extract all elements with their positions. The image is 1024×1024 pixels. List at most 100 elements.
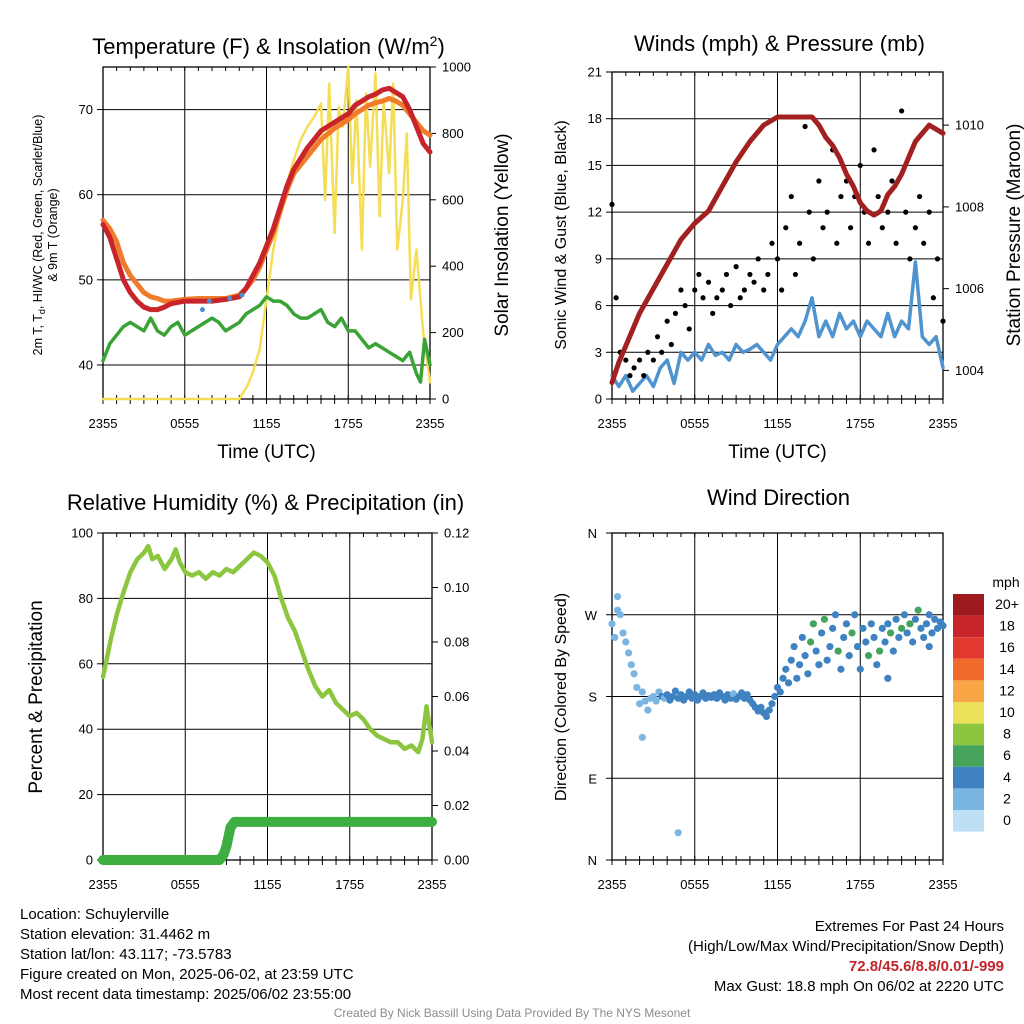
speed-legend: mph 20+ 18 16 14 12 10 8 6 4 2 0 <box>953 574 1020 832</box>
wind-direction-point <box>925 611 933 619</box>
x-tick-label: 1155 <box>764 416 792 431</box>
gust-point <box>871 147 877 153</box>
heat-index-point <box>206 298 212 304</box>
y-tick-label: 40 <box>79 722 93 737</box>
wind-direction-point <box>691 691 699 699</box>
legend-swatch <box>953 723 984 746</box>
temperature-panel: 2355 0555 1155 1755 2355 40 50 60 70 0 200 400 600 80… <box>79 60 471 432</box>
wind-direction-point <box>784 679 793 687</box>
extremes-subtitle: (High/Low/Max Wind/Precipitation/Snow De… <box>688 938 1004 955</box>
wind-direction-point <box>878 624 886 632</box>
wind-direction-point <box>933 624 942 632</box>
relative-humidity-line <box>100 543 435 755</box>
x-tick-label: 1155 <box>254 877 282 892</box>
wind-direction-point <box>820 615 828 623</box>
wind-direction-point <box>762 712 771 721</box>
chart-title: Winds (mph) & Pressure (mb) <box>634 31 925 56</box>
y-tick-label: 60 <box>79 187 93 202</box>
y-tick-label: W <box>585 608 598 623</box>
wind-direction-point <box>798 633 806 642</box>
wind-direction-point <box>633 683 641 692</box>
y-tick-label: 70 <box>79 102 93 117</box>
legend-swatch <box>953 788 984 810</box>
precipitation-line <box>98 816 437 865</box>
wind-direction-point <box>898 624 906 632</box>
y-right-tick-label: 1006 <box>955 281 984 296</box>
wind-direction-point <box>674 829 682 837</box>
wind-direction-point <box>652 697 660 705</box>
wind-direction-point <box>641 697 649 705</box>
y-right-tick-label: 1008 <box>955 199 984 214</box>
gust-point <box>733 264 739 270</box>
wind-direction-point <box>875 647 884 655</box>
extremes-title: Extremes For Past 24 Hours <box>814 918 1004 935</box>
wind-direction-point <box>790 642 798 651</box>
x-tick-label: 2355 <box>89 416 118 431</box>
wind-direction-point <box>630 670 638 678</box>
y-right-tick-label: 800 <box>442 126 464 141</box>
y-axis-label-left: 2m T, Td, HI/WC (Red, Green, Scarlet/Blu… <box>31 115 47 356</box>
wind-direction-point <box>818 629 826 637</box>
chart-title: Relative Humidity (%) & Precipitation (i… <box>67 490 464 515</box>
gust-point <box>761 287 767 293</box>
y-tick-label: 3 <box>595 345 602 360</box>
gust-point <box>765 271 771 278</box>
y-tick-label: 15 <box>588 158 602 173</box>
wind-direction-point <box>782 665 790 673</box>
gust-point <box>774 256 781 262</box>
y-axis-label-left: Sonic Wind & Gust (Blue, Black) <box>553 120 570 349</box>
gust-point <box>889 178 895 184</box>
pressure-line <box>609 114 946 386</box>
gust-point <box>686 326 692 332</box>
chart-title: Wind Direction <box>707 485 850 510</box>
recent-data-text: Most recent data timestamp: 2025/06/02 2… <box>20 986 352 1003</box>
gust-point <box>737 295 743 301</box>
wind-direction-point <box>611 633 619 642</box>
gust-point <box>806 209 812 215</box>
wind-direction-point <box>826 642 834 651</box>
extremes-info: Extremes For Past 24 Hours (High/Low/Max… <box>688 917 1004 997</box>
wind-direction-point <box>815 661 823 669</box>
gust-point <box>668 341 674 348</box>
wind-direction-point <box>892 615 900 623</box>
y-right-tick-label: 600 <box>442 192 464 207</box>
gust-point <box>816 178 822 184</box>
wind-direction-point <box>809 620 817 628</box>
wind-direction-point <box>914 606 922 614</box>
credit-text: Created By Nick Bassill Using Data Provi… <box>333 1006 691 1020</box>
y-tick-label: N <box>588 853 597 868</box>
gust-point <box>747 271 753 278</box>
wind-direction-point <box>638 688 646 696</box>
gust-point <box>659 349 665 355</box>
gust-point <box>769 240 775 246</box>
legend-swatch <box>953 702 984 724</box>
wind-direction-point <box>851 611 859 619</box>
max-gust-text: Max Gust: 18.8 mph On 06/02 at 2220 UTC <box>713 978 1004 995</box>
wind-direction-point <box>619 629 627 637</box>
gust-point <box>792 271 799 278</box>
wind-direction-point <box>922 620 931 628</box>
gust-point <box>907 256 913 262</box>
y-axis-label-left: Direction (Colored By Speed) <box>553 593 570 801</box>
gust-point <box>796 240 803 246</box>
gust-point <box>834 240 840 246</box>
location-text: Location: Schuylerville <box>20 906 170 923</box>
wind-direction-point <box>862 638 870 646</box>
x-tick-label: 1155 <box>253 416 281 431</box>
gust-point <box>824 209 830 215</box>
y-tick-label: 0 <box>86 853 93 868</box>
wind-direction-point <box>840 633 848 642</box>
plot-frame <box>611 71 944 400</box>
gust-point <box>719 287 725 293</box>
wind-direction-point <box>616 611 624 619</box>
wind-direction-point <box>867 620 875 628</box>
gust-point <box>885 209 891 215</box>
gust-point <box>916 193 923 200</box>
wind-direction-point <box>911 615 920 623</box>
wind-direction-point <box>743 691 751 699</box>
wind-direction-point <box>713 694 721 702</box>
x-tick-label: 1755 <box>335 877 364 892</box>
legend-swatch <box>953 766 984 789</box>
y-axis-label-right: Solar Insolation (Yellow) <box>492 133 513 336</box>
gust-point <box>741 287 748 293</box>
